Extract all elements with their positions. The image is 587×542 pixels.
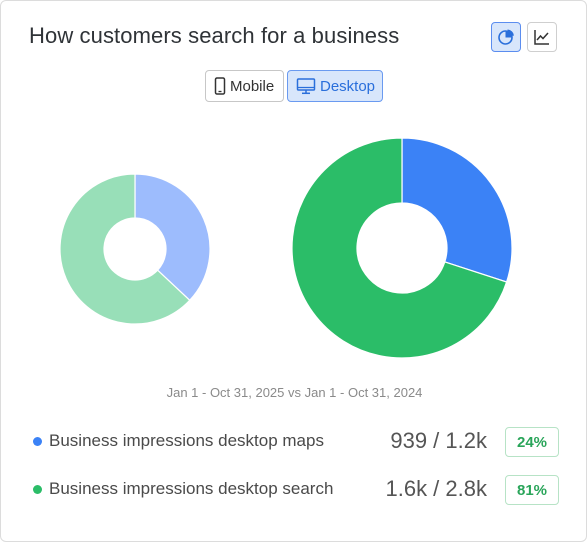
metric-value: 1.6k / 2.8k xyxy=(385,476,487,501)
date-range-label: Jan 1 - Oct 31, 2025 vs Jan 1 - Oct 31, … xyxy=(166,385,423,400)
current-period-donut xyxy=(291,137,513,359)
legend-dot-maps xyxy=(33,437,42,446)
mobile-phone-icon xyxy=(214,77,226,95)
donut-charts xyxy=(59,137,513,359)
previous-period-donut xyxy=(59,173,211,325)
donut-slice-maps[interactable] xyxy=(134,173,211,302)
metric-label: Business impressions desktop maps xyxy=(49,431,324,450)
metric-row-maps: Business impressions desktop maps 939 / … xyxy=(33,425,563,459)
donut-slice-maps[interactable] xyxy=(401,137,513,283)
metric-row-search: Business impressions desktop search 1.6k… xyxy=(33,473,563,507)
change-badge: 81% xyxy=(505,475,559,505)
line-chart-icon xyxy=(534,30,549,45)
desktop-toggle-button[interactable]: Desktop xyxy=(287,70,383,102)
desktop-toggle-label: Desktop xyxy=(320,77,376,95)
donut-slice-search[interactable] xyxy=(59,173,191,325)
line-chart-view-button[interactable] xyxy=(527,22,557,52)
legend-dot-search xyxy=(33,485,42,494)
mobile-toggle-button[interactable]: Mobile xyxy=(205,70,284,102)
card-title: How customers search for a business xyxy=(29,23,400,48)
desktop-monitor-icon xyxy=(296,78,316,95)
pie-chart-view-button[interactable] xyxy=(491,22,521,52)
pie-chart-icon xyxy=(498,29,514,45)
change-badge: 24% xyxy=(505,427,559,457)
metric-label: Business impressions desktop search xyxy=(49,479,334,498)
donut-slice-search[interactable] xyxy=(291,137,508,359)
metric-value: 939 / 1.2k xyxy=(390,428,487,453)
mobile-toggle-label: Mobile xyxy=(230,77,275,95)
